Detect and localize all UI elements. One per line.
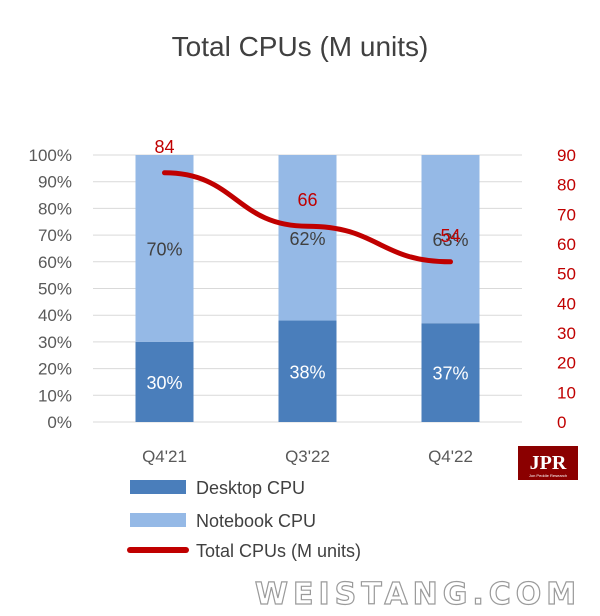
bars [135,155,480,422]
x-tick-label: Q4'22 [428,447,473,466]
bar-value-label: 62% [289,229,325,249]
y-left-tick-label: 100% [29,146,72,165]
y-left-tick-label: 50% [38,280,72,299]
y-right-tick-label: 10 [557,383,576,402]
legend: Desktop CPU Notebook CPU Total CPUs (M u… [127,478,361,561]
y-right-tick-label: 20 [557,354,576,373]
y-right-tick-label: 60 [557,235,576,254]
bar-labels: 30% 70% 38% 62% 37% 63% [146,229,468,393]
y-right-tick-label: 40 [557,294,576,313]
y-left-tick-label: 20% [38,360,72,379]
total-line-series [162,170,453,265]
y-right-tick-label: 50 [557,265,576,284]
x-tick-label: Q3'22 [285,447,330,466]
x-axis: Q4'21 Q3'22 Q4'22 [142,447,473,466]
y-left-tick-label: 70% [38,226,72,245]
bar-notebook [421,155,480,324]
legend-label-total: Total CPUs (M units) [196,541,361,561]
y-left-tick-label: 10% [38,386,72,405]
jpr-logo: JPR Jon Peddie Research [518,446,578,480]
bar-value-label: 30% [146,373,182,393]
line-labels: 84 66 54 [154,137,460,246]
y-left-tick-label: 40% [38,306,72,325]
legend-swatch-notebook [130,513,186,527]
svg-text:JPR: JPR [530,452,567,474]
y-right-tick-label: 80 [557,176,576,195]
y-left-tick-label: 0% [47,413,72,432]
y-right-tick-label: 90 [557,146,576,165]
bar-desktop [421,323,480,422]
right-axis: 0 10 20 30 40 50 60 70 80 90 [557,146,576,432]
x-tick-label: Q4'21 [142,447,187,466]
legend-label-desktop: Desktop CPU [196,478,305,498]
bar-value-label: 38% [289,362,325,382]
bar-desktop [278,320,337,422]
y-left-tick-label: 80% [38,199,72,218]
bar-notebook [135,155,194,342]
line-value-label: 84 [154,137,174,157]
y-left-tick-label: 30% [38,333,72,352]
y-right-tick-label: 0 [557,413,566,432]
bar-value-label: 63% [432,230,468,250]
bar-value-label: 37% [432,364,468,384]
bar-desktop [135,341,194,422]
bar-notebook [278,155,337,321]
total-cpus-line [162,170,453,265]
watermark: WEISTANG.COM [255,577,581,612]
y-left-tick-label: 60% [38,253,72,272]
bar-value-label: 70% [146,239,182,259]
y-left-tick-label: 90% [38,173,72,192]
left-axis: 0% 10% 20% 30% 40% 50% 60% 70% 80% 90% 100% [29,146,72,432]
line-value-label: 54 [440,226,460,246]
line-value-label: 66 [297,190,317,210]
y-right-tick-label: 30 [557,324,576,343]
chart-title: Total CPUs (M units) [172,31,429,62]
legend-label-notebook: Notebook CPU [196,511,316,531]
y-right-tick-label: 70 [557,205,576,224]
svg-text:Jon Peddie Research: Jon Peddie Research [529,473,567,478]
legend-swatch-desktop [130,480,186,494]
